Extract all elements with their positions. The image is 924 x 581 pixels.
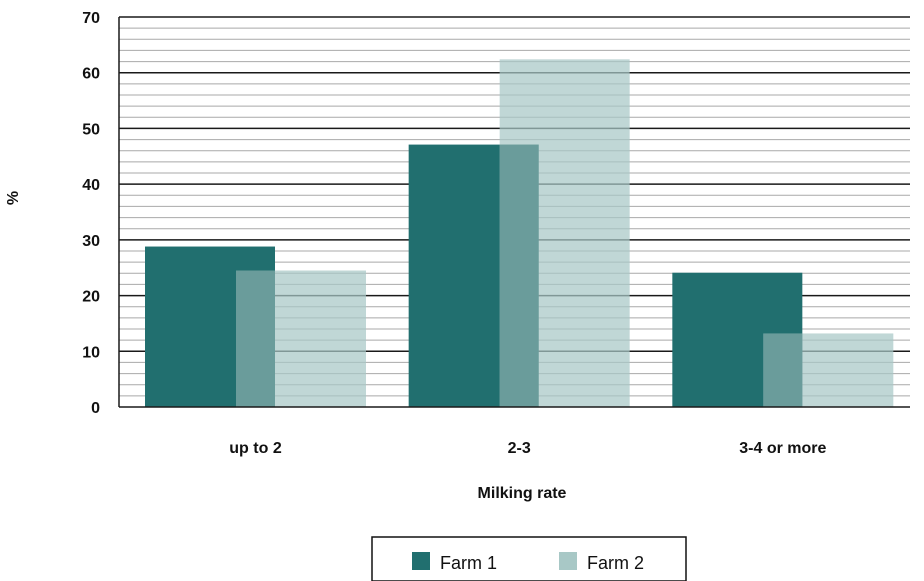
bar-overlap <box>499 144 539 408</box>
legend-label-farm-2: Farm 2 <box>587 553 644 573</box>
legend: Farm 1 Farm 2 <box>371 536 687 581</box>
bar-overlap <box>236 270 275 407</box>
legend-swatch-farm-2 <box>559 552 577 570</box>
y-tick-label: 60 <box>82 66 100 83</box>
y-tick-label: 50 <box>82 121 100 138</box>
y-axis-label: % <box>5 191 22 205</box>
x-tick-label: up to 2 <box>229 440 282 457</box>
legend-swatch-farm-1 <box>412 552 430 570</box>
bar-overlap <box>763 333 803 407</box>
axes <box>118 17 910 408</box>
y-tick-label: 20 <box>82 289 100 306</box>
x-axis-label: Milking rate <box>478 485 567 502</box>
legend-label-farm-1: Farm 1 <box>440 553 497 573</box>
y-tick-label: 70 <box>82 10 100 27</box>
x-tick-label: 2-3 <box>508 440 531 457</box>
y-tick-label: 40 <box>82 177 100 194</box>
bars <box>145 59 894 408</box>
y-tick-label: 0 <box>91 400 100 417</box>
y-tick-label: 10 <box>82 344 100 361</box>
y-tick-label: 30 <box>82 233 100 250</box>
tick-labels: 0 10 20 30 40 50 60 70 up to 2 2-3 3-4 or more <box>82 10 826 457</box>
x-tick-label: 3-4 or more <box>739 440 826 457</box>
